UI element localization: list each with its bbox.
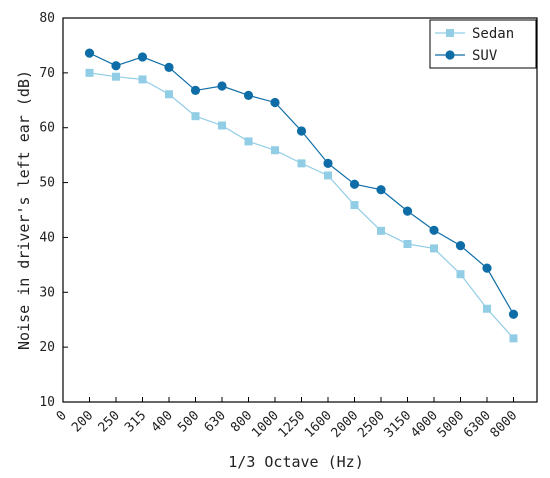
x-tick-label: 8000 xyxy=(488,408,521,441)
data-point xyxy=(271,146,279,155)
data-point xyxy=(165,90,173,99)
series-sedan xyxy=(85,68,518,343)
legend-marker xyxy=(446,29,454,37)
legend-label: Sedan xyxy=(472,26,514,42)
legend-box xyxy=(429,19,537,69)
x-tick-label: 6300 xyxy=(461,408,494,441)
data-point xyxy=(190,85,201,96)
data-point xyxy=(296,126,307,136)
data-point xyxy=(376,185,386,195)
data-point xyxy=(84,48,95,58)
x-tick-label: 2000 xyxy=(329,408,362,441)
x-axis-label: 1/3 Octave (Hz) xyxy=(228,453,363,471)
y-tick-label: 20 xyxy=(39,340,55,355)
legend-item-suv: SUV xyxy=(435,48,498,64)
x-tick-label: 5000 xyxy=(435,408,468,441)
legend-item-sedan: Sedan xyxy=(435,26,514,42)
data-point xyxy=(430,244,438,253)
data-point xyxy=(270,97,280,108)
data-point xyxy=(455,241,466,251)
data-point xyxy=(350,201,359,210)
y-tick-label: 70 xyxy=(39,66,55,81)
x-tick-label: 1250 xyxy=(276,408,309,441)
series-layer xyxy=(84,48,519,343)
data-point xyxy=(191,112,200,121)
x-tick-label: 500 xyxy=(175,408,202,435)
y-tick-label: 80 xyxy=(39,11,55,26)
x-tick-label: 0 xyxy=(54,408,70,424)
data-point xyxy=(111,61,121,71)
y-tick-label: 40 xyxy=(39,230,55,245)
legend-marker xyxy=(445,50,455,60)
plot-frame xyxy=(62,17,538,403)
data-point xyxy=(456,270,465,279)
data-point xyxy=(243,90,254,100)
data-point xyxy=(324,171,332,180)
y-tick-label: 50 xyxy=(39,176,55,191)
legend-label: SUV xyxy=(472,48,498,64)
data-point xyxy=(217,81,227,91)
legend: Sedan SUV xyxy=(429,19,537,69)
x-tick-label: 630 xyxy=(202,408,229,435)
data-point xyxy=(403,240,412,249)
series-line xyxy=(89,72,514,339)
x-tick-label: 2500 xyxy=(355,408,388,441)
data-point xyxy=(112,72,120,81)
data-point xyxy=(509,334,518,343)
y-tick-label: 10 xyxy=(39,395,55,410)
x-tick-label: 1000 xyxy=(249,408,282,441)
x-tick-label: 4000 xyxy=(408,408,441,441)
y-axis-label: Noise in driver's left ear (dB) xyxy=(15,70,33,350)
data-point xyxy=(349,179,360,189)
data-point xyxy=(483,304,491,313)
data-point xyxy=(508,309,519,319)
data-point xyxy=(402,206,413,216)
data-point xyxy=(297,159,306,168)
data-point xyxy=(482,263,492,273)
data-point xyxy=(429,225,439,235)
x-tick-label: 250 xyxy=(96,408,123,435)
data-point xyxy=(244,137,253,146)
y-tick-label: 60 xyxy=(39,121,55,136)
x-tick-label: 200 xyxy=(69,408,96,435)
data-point xyxy=(164,62,174,72)
x-tick-label: 3150 xyxy=(382,408,415,441)
series-suv xyxy=(84,48,519,319)
data-point xyxy=(138,75,147,84)
y-tick-label: 30 xyxy=(39,285,55,300)
data-point xyxy=(323,158,333,168)
series-line xyxy=(89,52,515,315)
x-tick-label: 315 xyxy=(122,408,149,435)
data-point xyxy=(137,52,148,62)
x-tick-label: 1600 xyxy=(302,408,335,441)
y-axis: 10 20 30 40 50 60 70 80 xyxy=(39,11,68,410)
data-point xyxy=(218,121,226,130)
x-axis: 0 200 250 315 400 500 630 800100012501600200025… xyxy=(54,397,521,441)
data-point xyxy=(377,226,385,235)
data-point xyxy=(85,68,94,77)
x-tick-label: 400 xyxy=(149,408,176,435)
